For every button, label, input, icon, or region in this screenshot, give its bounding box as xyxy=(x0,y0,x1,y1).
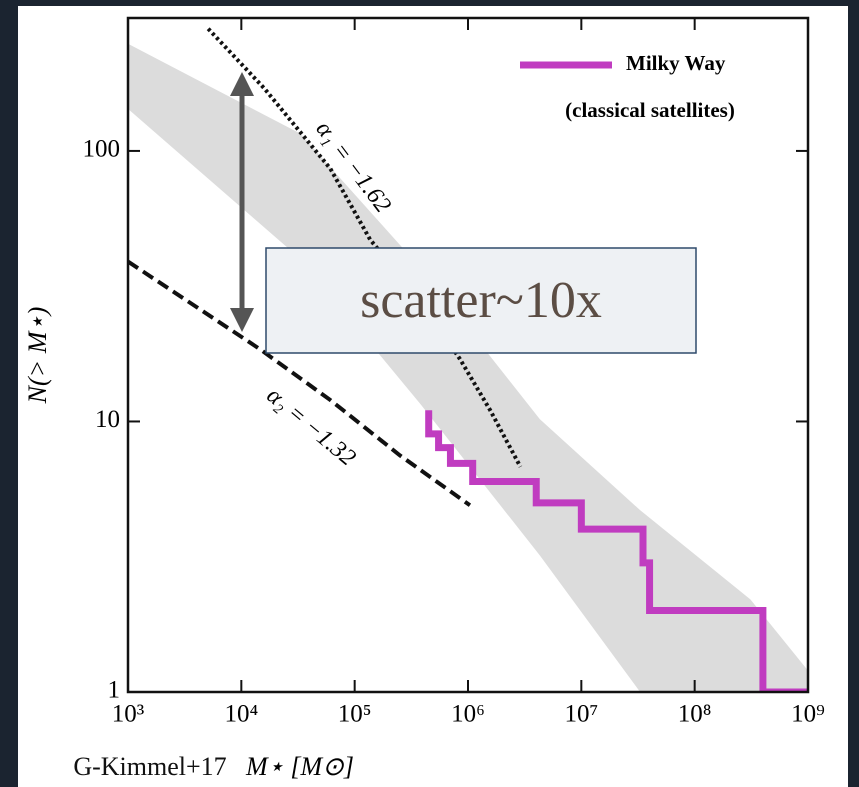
x-axis-label: M⋆ [M⊙] xyxy=(245,752,354,781)
arrow-head xyxy=(230,308,254,332)
annotation-box xyxy=(265,247,697,354)
x-tick-label: 10⁴ xyxy=(224,701,258,728)
fit-line xyxy=(128,259,472,507)
x-tick-label: 10⁹ xyxy=(791,701,825,728)
x-tick-label: 10⁷ xyxy=(564,701,598,728)
x-tick-label: 10⁶ xyxy=(451,701,485,728)
x-tick-label: 10⁸ xyxy=(678,701,712,728)
y-tick-label: 100 xyxy=(83,136,121,163)
arrow-head xyxy=(230,72,254,96)
y-tick-label: 1 xyxy=(108,677,121,704)
legend-label: Milky Way xyxy=(626,51,726,75)
series-line xyxy=(425,410,808,692)
y-tick-label: 10 xyxy=(95,406,120,433)
x-tick-label: 10³ xyxy=(112,701,145,728)
x-tick-label: 10⁵ xyxy=(338,701,372,728)
y-axis-label: N(> M⋆) xyxy=(23,307,52,405)
source: G-Kimmel+17 xyxy=(73,752,226,781)
legend-note: (classical satellites) xyxy=(565,98,735,122)
annotation: scatter~10x xyxy=(360,272,602,329)
